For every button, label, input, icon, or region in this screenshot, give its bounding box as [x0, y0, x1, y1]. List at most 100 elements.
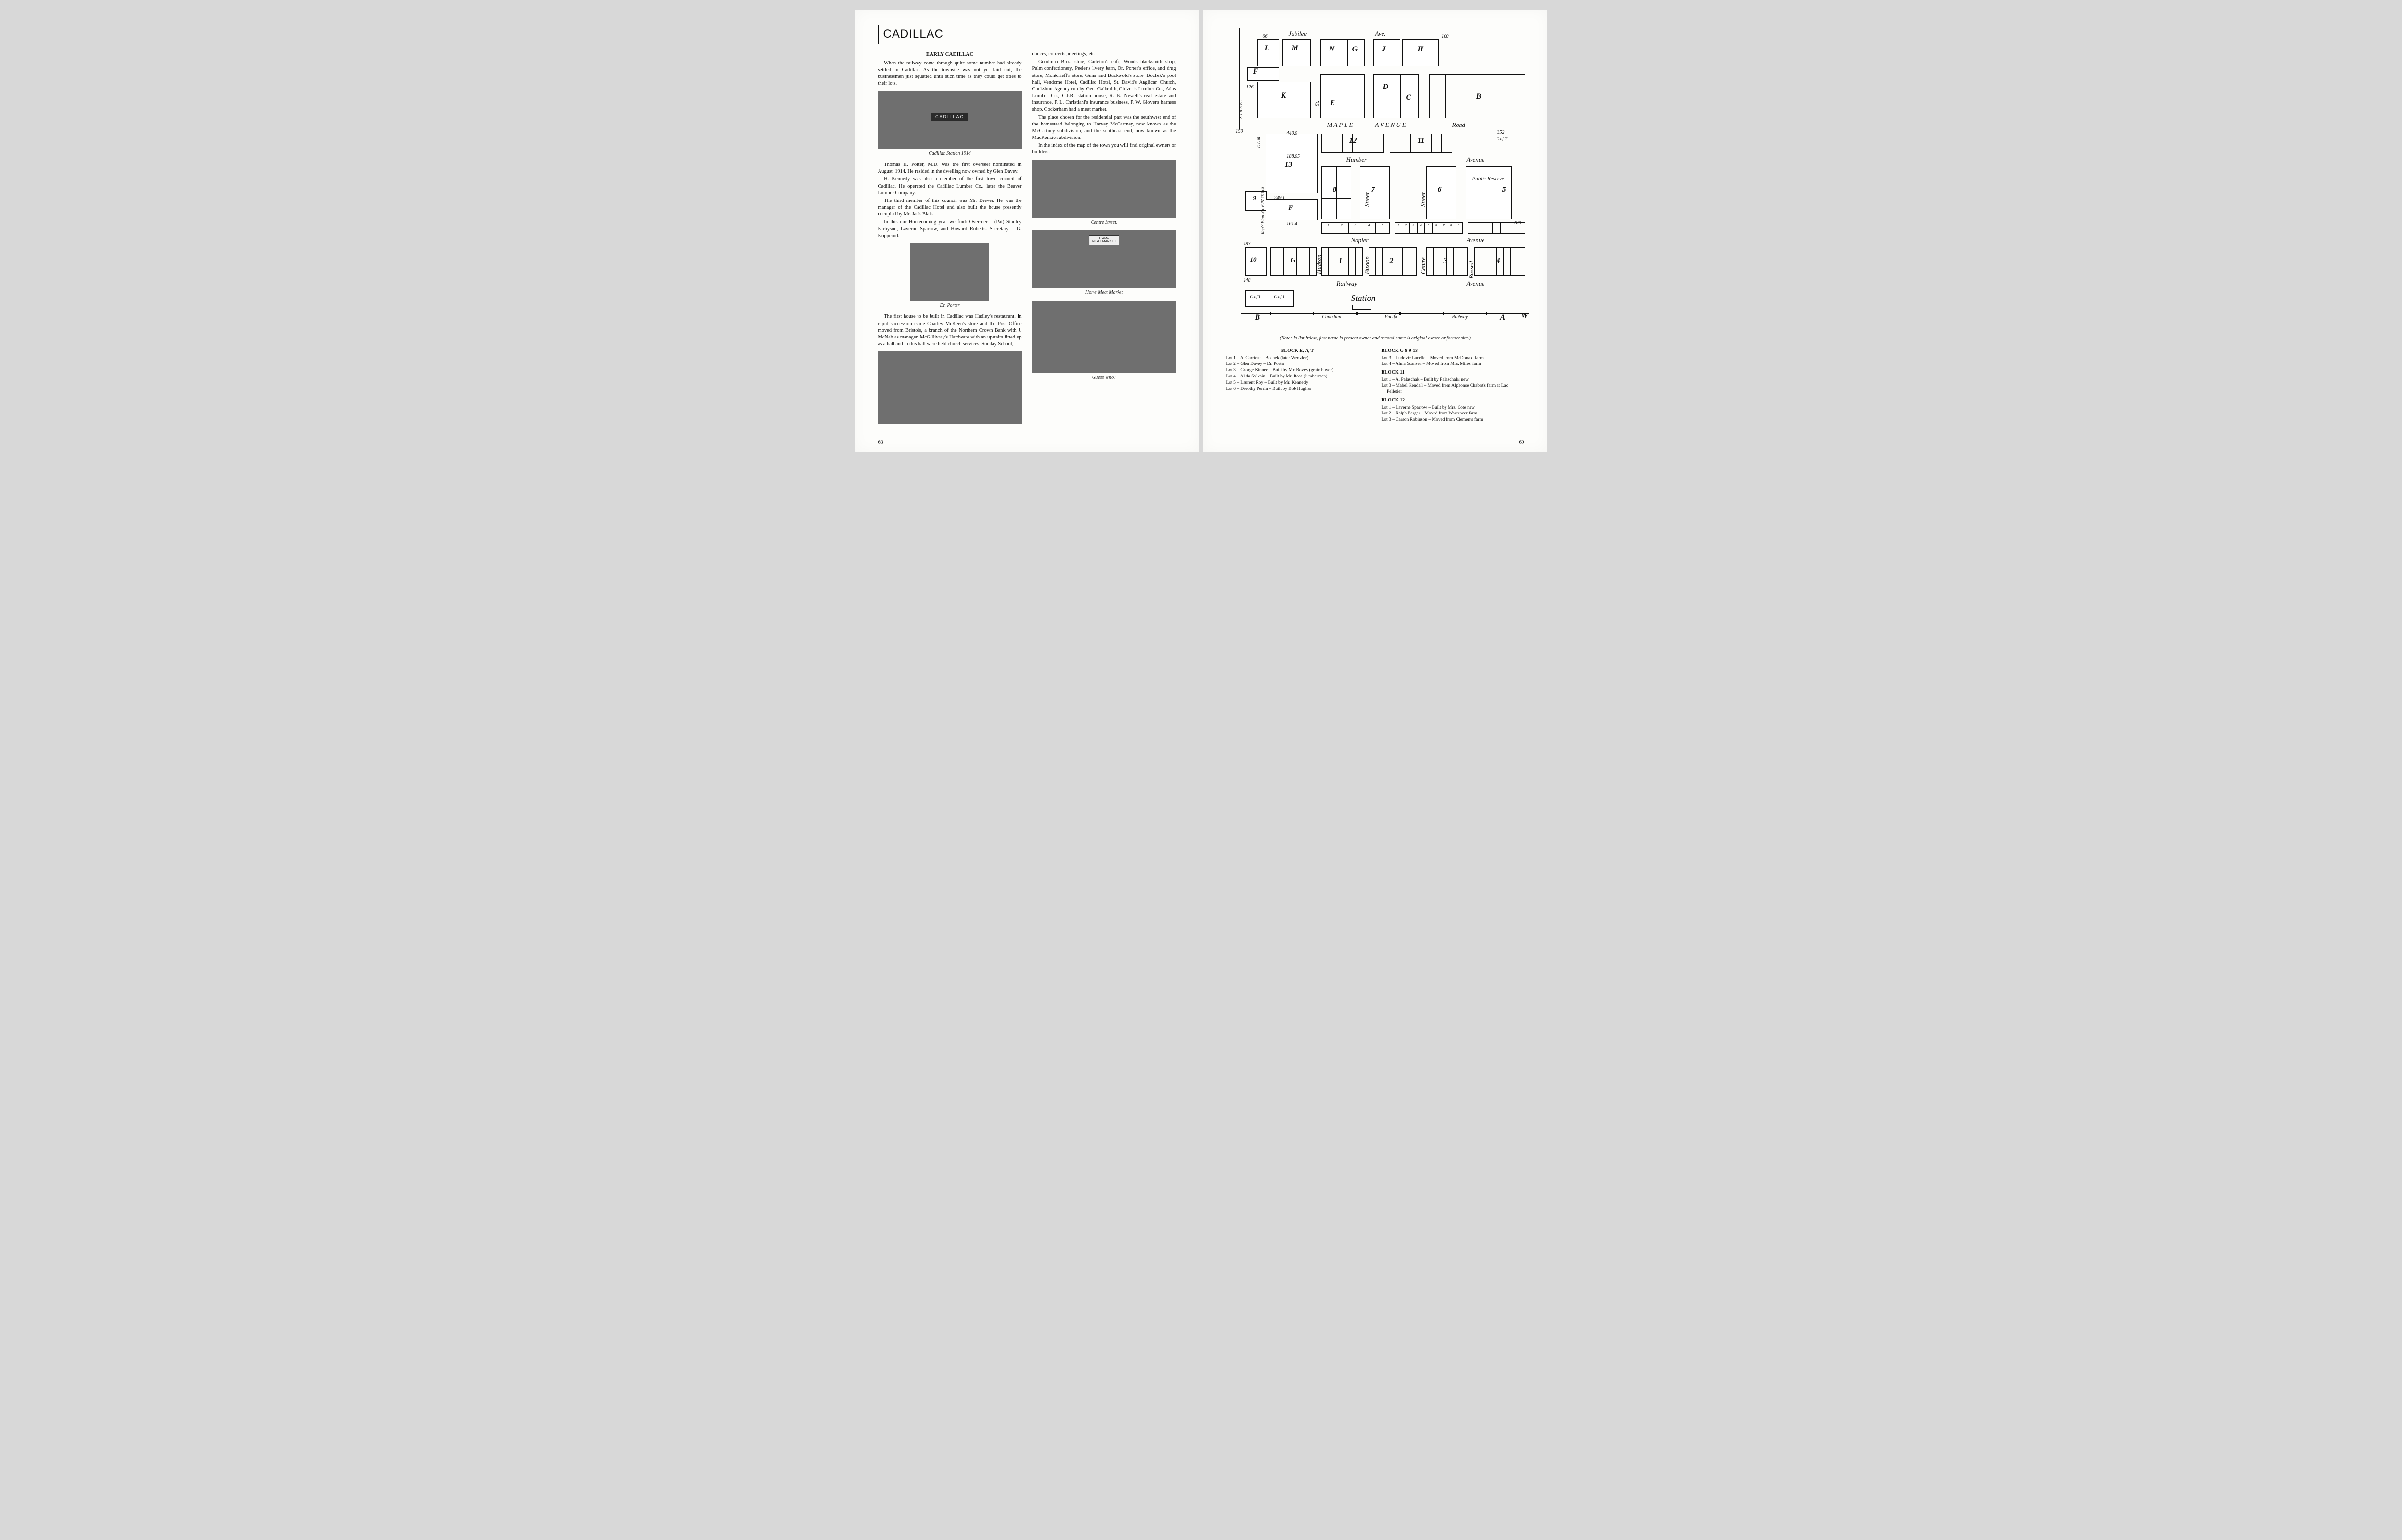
station-cot2: C.of T — [1274, 294, 1285, 299]
section-heading: EARLY CADILLAC — [878, 51, 1022, 58]
num-4: 4 — [1497, 257, 1500, 265]
num-2: 2 — [1390, 257, 1394, 265]
para-7: dances, concerts, meetings, etc. — [1032, 51, 1176, 58]
town-plan-map: L M N G J H F K E D C B — [1226, 25, 1524, 333]
title-rule: CADILLAC — [878, 25, 1176, 44]
street-centre: Centre — [1420, 257, 1427, 274]
meat-sign: HOME MEAT MARKET — [1089, 235, 1119, 245]
eat-l5: Lot 5 – Laurent Roy – Built by Mr. Kenne… — [1226, 380, 1369, 386]
block-K — [1257, 82, 1311, 118]
figure-station: CADILLAC Cadillac Station 1914 — [878, 91, 1022, 157]
letter-B2: B — [1255, 313, 1260, 322]
para-4: The third member of this council was Mr.… — [878, 198, 1022, 218]
b12-l2: Lot 2 – Ralph Berger – Moved from Warren… — [1382, 411, 1524, 417]
para-6: The first house to be built in Cadillac … — [878, 313, 1022, 348]
figure-porter: Dr. Porter — [878, 243, 1022, 309]
street-elm: ELM — [1256, 136, 1261, 148]
letter-B: B — [1476, 92, 1482, 101]
block-J — [1373, 39, 1400, 66]
para-8: Goodman Bros. store, Carleton's cafe, Wo… — [1032, 59, 1176, 113]
num-6: 6 — [1438, 186, 1442, 194]
label-public-reserve: Public Reserve — [1472, 176, 1504, 182]
dim-440: 440.0 — [1287, 131, 1298, 136]
block-E — [1320, 74, 1365, 118]
book-spread: CADILLAC EARLY CADILLAC When the railway… — [855, 10, 1547, 452]
dim-148: 148 — [1244, 278, 1251, 283]
para-2: Thomas H. Porter, M.D. was the first ove… — [878, 162, 1022, 175]
label-station: Station — [1351, 293, 1376, 303]
letter-W: W — [1522, 312, 1528, 320]
figure-meat: HOME MEAT MARKET Home Meat Market — [1032, 230, 1176, 296]
street-street3: Street — [1420, 192, 1427, 207]
lot-col-right: BLOCK G 8-9-13 Lot 3 – Ludovic Lacelle –… — [1382, 346, 1524, 423]
g89-l2: Lot 4 – Alma Scansen – Moved from Mrs. M… — [1382, 361, 1524, 367]
para-5: In this our Homecoming year we find: Ove… — [878, 219, 1022, 239]
letter-K: K — [1281, 91, 1286, 100]
label-cot: C.of T — [1497, 137, 1508, 141]
photo-meat: HOME MEAT MARKET — [1032, 230, 1176, 288]
figure-guess: Guess Who? — [1032, 301, 1176, 381]
eat-l3: Lot 3 – George Kinnee – Built by Mr. Bov… — [1226, 367, 1369, 374]
block-11-head: BLOCK 11 — [1382, 369, 1524, 376]
letter-D: D — [1383, 83, 1389, 91]
caption-station: Cadillac Station 1914 — [878, 150, 1022, 157]
street-buxton: Buxton — [1363, 256, 1371, 274]
block-D — [1373, 74, 1400, 118]
dim-126: 126 — [1246, 85, 1254, 90]
lot-columns: BLOCK E, A, T Lot 1 – A. Carriere – Boch… — [1226, 346, 1524, 423]
rail-canadian: Canadian — [1322, 314, 1341, 320]
street-hudson: Hudson — [1315, 255, 1323, 274]
rail-pacific: Pacific — [1385, 314, 1398, 320]
num-F: F — [1289, 204, 1293, 212]
map-note: (Note: In list below, first name is pres… — [1226, 336, 1524, 341]
dim-352: 352 — [1497, 130, 1505, 135]
letter-H: H — [1418, 45, 1423, 54]
b12-l3: Lot 3 – Carson Robinson – Moved from Cle… — [1382, 417, 1524, 423]
street-st: St. — [1314, 101, 1320, 106]
b11-l1: Lot 1 – A. Palaschak – Built by Palascha… — [1382, 377, 1524, 383]
street-railway: Railway — [1337, 280, 1358, 288]
eat-l6: Lot 6 – Dorothy Perrin – Built by Bob Hu… — [1226, 386, 1369, 392]
num-13: 13 — [1285, 161, 1293, 169]
meat-sign-line2: MEAT MARKET — [1092, 240, 1116, 244]
num-10: 10 — [1250, 256, 1257, 263]
num-9: 9 — [1253, 194, 1257, 202]
station-sign: CADILLAC — [931, 113, 968, 121]
letter-E: E — [1330, 99, 1335, 108]
num-3: 3 — [1444, 257, 1447, 265]
block-eat-head: BLOCK E, A, T — [1226, 348, 1369, 354]
street-street2: Street — [1363, 192, 1371, 207]
num-1: 1 — [1339, 257, 1343, 265]
num-8: 8 — [1333, 186, 1337, 194]
letter-J: J — [1382, 45, 1386, 54]
map-border-left — [1239, 28, 1240, 129]
dim-100a: 100 — [1442, 34, 1449, 39]
body-columns: EARLY CADILLAC When the railway come thr… — [878, 51, 1176, 424]
meat-sign-line1: HOME — [1092, 237, 1116, 240]
rail-railway: Railway — [1452, 314, 1468, 320]
lot-col-left: BLOCK E, A, T Lot 1 – A. Carriere – Boch… — [1226, 346, 1369, 423]
para-9: The place chosen for the residential par… — [1032, 114, 1176, 142]
letter-F: F — [1253, 67, 1258, 76]
b12-l1: Lot 1 – Laverne Sparrow – Built by Mrs. … — [1382, 405, 1524, 411]
letter-M: M — [1292, 44, 1298, 53]
block-g8913-head: BLOCK G 8-9-13 — [1382, 348, 1524, 354]
lotrow-7b: 123456789 — [1395, 222, 1463, 234]
photo-guess — [1032, 301, 1176, 373]
num-11: 11 — [1418, 137, 1425, 145]
photo-bottom-left — [878, 351, 1022, 424]
caption-centre: Centre Street. — [1032, 219, 1176, 226]
dim-66a: 66 — [1263, 34, 1268, 39]
eat-l1: Lot 1 – A. Carriere – Bochek (later Wert… — [1226, 355, 1369, 362]
photo-porter — [910, 243, 989, 301]
street-napier: Napier — [1351, 237, 1369, 244]
street-avenue-r: Avenue — [1467, 280, 1485, 288]
g89-l1: Lot 3 – Ludovic Lacelle – Moved from McD… — [1382, 355, 1524, 362]
figure-centre: Centre Street. — [1032, 160, 1176, 226]
caption-meat: Home Meat Market — [1032, 289, 1176, 296]
para-3: H. Kennedy was also a member of the firs… — [878, 176, 1022, 197]
figure-bottom-left — [878, 351, 1022, 424]
letter-N: N — [1329, 45, 1335, 54]
street-humber: Humber — [1346, 156, 1367, 163]
page-title: CADILLAC — [883, 27, 1171, 41]
